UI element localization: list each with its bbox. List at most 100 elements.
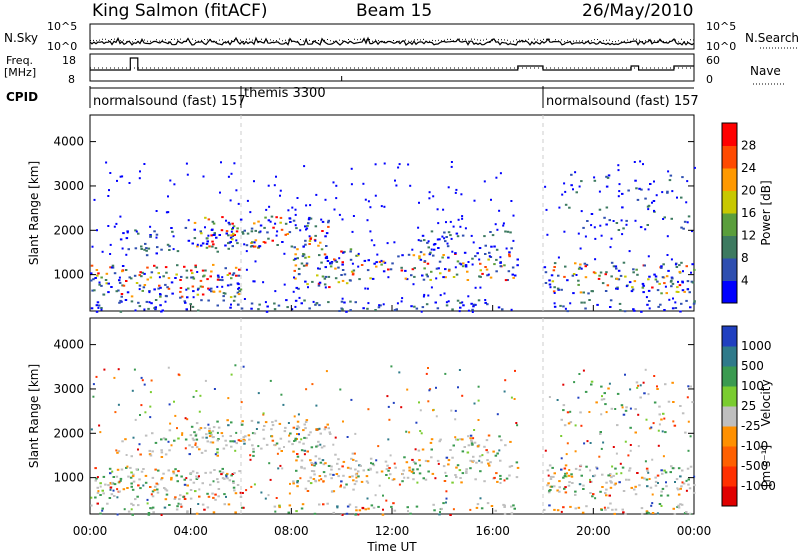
scatter-cell [113,495,116,497]
scatter-cell [667,400,671,403]
scatter-cell [454,474,457,476]
noise-cell [560,435,563,437]
scatter-cell [183,498,187,500]
scatter-cell [692,302,696,305]
scatter-cell [624,409,628,412]
scatter-cell [682,227,685,230]
noise-cell [672,297,674,300]
scatter-cell [96,301,100,304]
noise-cell [647,471,650,474]
scatter-cell [677,493,681,496]
noise-cell [652,422,655,425]
colorbar-frame [721,122,738,304]
scatter-cell [170,478,173,481]
scatter-cell [369,277,372,280]
noise-cell [415,421,418,424]
scatter-cell [666,494,670,497]
scatter-cell [341,308,344,311]
scatter-cell [226,419,229,422]
scatter-cell [499,459,502,462]
noise-cell [693,166,696,169]
scatter-cell [358,464,361,467]
noise-cell [417,239,420,242]
noise-cell [126,231,129,234]
scatter-cell [216,278,220,281]
scatter-cell [159,304,162,307]
scatter-cell [99,494,102,496]
scatter-cell [220,229,224,232]
noise-cell [296,197,299,199]
noise-cell [430,248,433,251]
noise-cell [258,245,261,248]
scatter-cell [212,263,215,266]
scatter-cell [143,248,146,251]
cpid-segment-label: normalsound (fast) 157 [93,94,246,109]
noise-cell [478,459,481,462]
scatter-cell [253,245,257,248]
scatter-cell [438,440,441,443]
scatter-cell [341,263,344,266]
noise-cell [357,513,360,516]
noise-cell [488,255,491,258]
scatter-cell [506,279,509,281]
noise-cell [600,447,603,450]
scatter-cell [503,264,506,267]
scatter-cell [547,491,551,494]
scatter-cell [485,449,488,452]
scatter-cell [443,231,446,234]
scatter-cell [304,421,308,423]
noise-cell [245,250,248,253]
colorbar-tick-label: 28 [741,139,756,153]
scatter-cell [310,462,313,464]
scatter-cell [278,422,282,425]
scatter-cell [211,430,215,433]
noise-cell [593,226,596,229]
noise-cell [334,436,337,439]
scatter-cell [271,439,275,442]
scatter-cell [139,271,142,274]
scatter-cell [492,450,495,453]
scatter-cell [162,472,165,475]
scatter-cell [660,266,663,269]
scatter-cell [212,426,216,429]
scatter-cell [617,278,621,281]
scatter-cell [174,468,177,471]
scatter-cell [671,282,675,285]
scatter-cell [678,264,681,267]
scatter-cell [306,490,310,492]
scatter-cell [579,263,582,266]
scatter-cell [337,458,340,461]
scatter-cell [558,486,561,489]
scatter-cell [250,227,254,230]
scatter-cell [262,428,265,431]
scatter-cell [199,279,203,282]
scatter-cell [661,487,665,490]
scatter-cell [648,427,652,430]
scatter-cell [552,290,556,293]
noise-cell [544,449,547,452]
scatter-cell [303,449,307,452]
noise-cell [353,452,356,455]
scatter-cell [685,511,688,513]
scatter-cell [433,243,437,245]
noise-cell [618,190,621,193]
noise-cell [661,191,664,194]
scatter-cell [645,478,649,481]
y-tick-label: 1000 [53,268,84,282]
scatter-cell [494,509,497,512]
noise-cell [444,471,447,474]
noise-cell [600,234,603,237]
scatter-cell [410,470,414,473]
noise-cell [656,385,658,388]
scatter-cell [205,436,208,439]
noise-cell [115,449,118,452]
scatter-cell [164,453,168,456]
scatter-cell [633,309,636,312]
scatter-cell [228,272,231,275]
scatter-cell [592,493,595,496]
scatter-cell [204,471,207,474]
scatter-cell [191,285,195,288]
scatter-cell [679,487,682,490]
noise-cell [91,245,94,248]
scatter-cell [292,480,295,483]
